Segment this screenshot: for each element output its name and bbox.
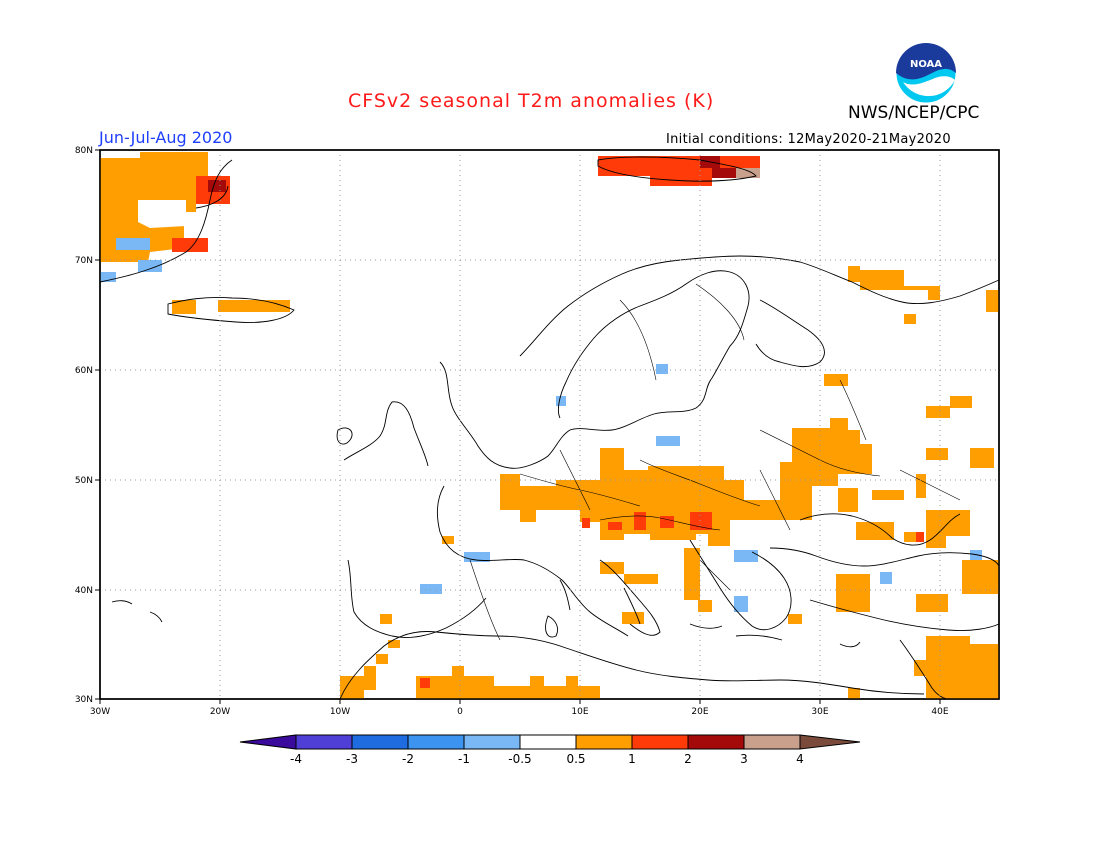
logo-text: NOAA bbox=[910, 59, 942, 70]
anomaly-cell bbox=[848, 266, 940, 300]
colorbar-bin bbox=[239, 734, 297, 750]
lon-label: 30E bbox=[811, 707, 828, 717]
lon-label: 10W bbox=[330, 707, 350, 717]
colorbar-tick-label: -3 bbox=[346, 752, 358, 766]
colorbar-bin bbox=[687, 734, 745, 750]
anomaly-cell bbox=[416, 536, 600, 699]
colorbar-bin bbox=[799, 734, 861, 750]
colorbar-bin bbox=[407, 734, 465, 750]
colorbar-bin bbox=[575, 734, 633, 750]
colorbar-tick-label: -4 bbox=[290, 752, 302, 766]
lat-label: 30N bbox=[75, 695, 93, 705]
colorbar-bin bbox=[295, 734, 353, 750]
country-borders bbox=[469, 283, 961, 641]
lon-label: 40E bbox=[931, 707, 948, 717]
anomaly-cell bbox=[138, 260, 162, 272]
forecast-period: Jun-Jul-Aug 2020 bbox=[99, 128, 233, 147]
lon-label: 30W bbox=[90, 707, 110, 717]
lon-label: 0 bbox=[457, 707, 463, 717]
noaa-logo-icon: NOAA bbox=[895, 42, 957, 104]
map-title: CFSv2 seasonal T2m anomalies (K) bbox=[348, 90, 715, 112]
anomaly-cell bbox=[848, 636, 999, 699]
lat-label: 50N bbox=[75, 476, 93, 486]
lat-label: 70N bbox=[75, 256, 93, 266]
anomaly-cell bbox=[916, 532, 924, 542]
anomaly-cell bbox=[600, 548, 712, 624]
anomaly-cell bbox=[420, 678, 430, 688]
colorbar-tick-label: 1 bbox=[628, 752, 636, 766]
anomaly-cell bbox=[736, 168, 760, 178]
coastlines bbox=[99, 156, 1000, 700]
colorbar-bin bbox=[463, 734, 521, 750]
axis-ticks bbox=[95, 149, 941, 704]
anomaly-cell bbox=[340, 614, 400, 699]
colorbar bbox=[239, 734, 861, 750]
agency-label: NWS/NCEP/CPC bbox=[848, 103, 980, 123]
colorbar-tick-label: -0.5 bbox=[508, 752, 531, 766]
lat-label: 40N bbox=[75, 586, 93, 596]
colorbar-tick-label: 4 bbox=[796, 752, 804, 766]
colorbar-tick-label: 2 bbox=[684, 752, 692, 766]
colorbar-bin bbox=[519, 734, 577, 750]
anomaly-cell bbox=[838, 448, 994, 512]
anomaly-cell bbox=[582, 512, 712, 530]
initial-conditions: Initial conditions: 12May2020-21May2020 bbox=[666, 132, 951, 147]
colorbar-tick-label: -2 bbox=[402, 752, 414, 766]
anomaly-cell bbox=[824, 374, 972, 418]
lon-label: 10E bbox=[571, 707, 588, 717]
anomaly-cell bbox=[138, 200, 186, 228]
colorbar-bin bbox=[631, 734, 689, 750]
anomaly-cell bbox=[770, 418, 872, 520]
lat-label: 60N bbox=[75, 366, 93, 376]
colorbar-tick-label: 3 bbox=[740, 752, 748, 766]
anomaly-cell bbox=[172, 238, 208, 252]
lon-label: 20W bbox=[210, 707, 230, 717]
lat-label: 80N bbox=[75, 146, 93, 156]
anomaly-cell bbox=[208, 180, 226, 192]
anomaly-cell bbox=[788, 560, 999, 624]
colorbar-tick-label: -1 bbox=[458, 752, 470, 766]
colorbar-bin bbox=[351, 734, 409, 750]
lon-label: 20E bbox=[691, 707, 708, 717]
anomaly-cell bbox=[172, 300, 290, 314]
colorbar-bin bbox=[743, 734, 801, 750]
anomaly-cell bbox=[116, 238, 150, 250]
colorbar-tick-label: 0.5 bbox=[566, 752, 585, 766]
anomaly-cell bbox=[904, 290, 999, 324]
